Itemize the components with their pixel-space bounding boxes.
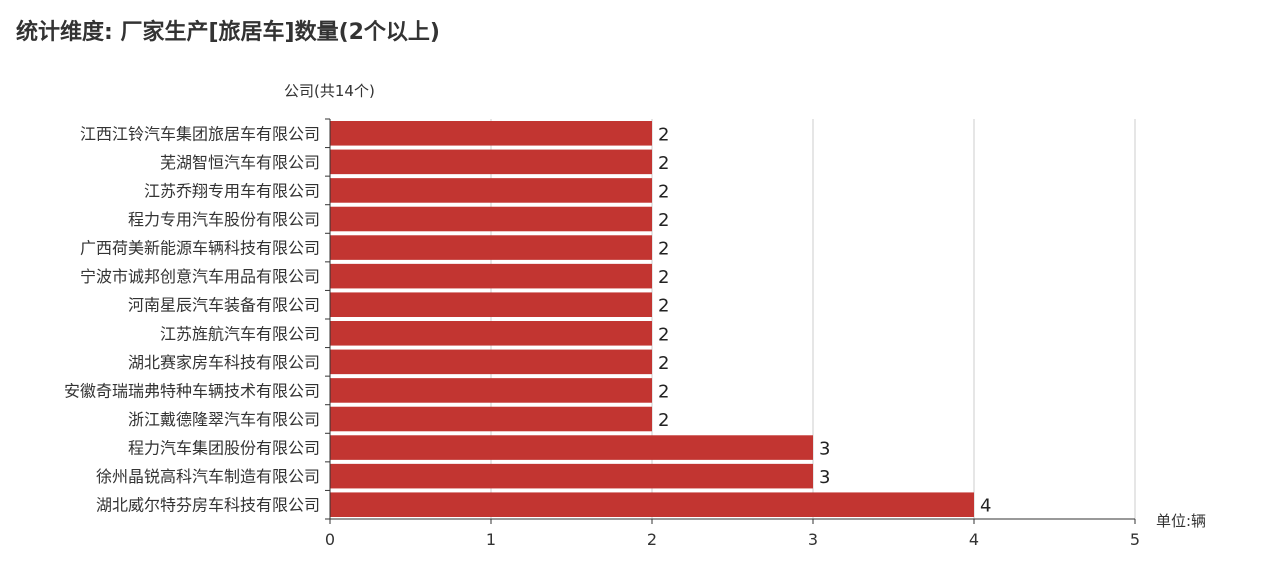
category-label: 江西江铃汽车集团旅居车有限公司 (80, 124, 320, 143)
bar-value-label: 2 (658, 410, 669, 431)
category-label: 江苏乔翔专用车有限公司 (144, 181, 320, 200)
x-axis-title: 单位:辆 (1156, 512, 1206, 530)
bar (330, 206, 652, 232)
category-label: 程力汽车集团股份有限公司 (128, 439, 320, 458)
category-label: 广西荷美新能源车辆科技有限公司 (80, 239, 320, 258)
bar (330, 149, 652, 175)
bar-value-label: 2 (658, 239, 669, 260)
category-label: 湖北威尔特芬房车科技有限公司 (96, 496, 320, 515)
x-tick-label: 1 (486, 530, 496, 549)
category-label: 湖北赛家房车科技有限公司 (128, 353, 320, 372)
bar (330, 378, 652, 403)
bar-value-label: 2 (658, 324, 669, 345)
bar-value-label: 4 (980, 496, 991, 517)
category-label: 程力专用汽车股份有限公司 (128, 210, 320, 229)
category-label: 河南星辰汽车装备有限公司 (128, 296, 320, 315)
x-tick-label: 3 (808, 530, 818, 549)
bar (330, 435, 813, 460)
bar (330, 321, 652, 346)
bar (330, 178, 652, 203)
bar-value-label: 3 (819, 439, 830, 460)
bar (330, 463, 813, 489)
category-label: 江苏旌航汽车有限公司 (160, 324, 320, 343)
bar (330, 406, 652, 432)
bar-value-label: 2 (658, 124, 669, 145)
bar-value-label: 3 (819, 467, 830, 488)
category-label: 徐州晶锐高科汽车制造有限公司 (96, 467, 320, 486)
y-axis-title: 公司(共14个) (284, 82, 375, 100)
bars (330, 121, 974, 517)
bar-value-label: 2 (658, 181, 669, 202)
x-tick-label: 0 (325, 530, 335, 549)
x-tick-label: 5 (1130, 530, 1140, 549)
x-tick-label: 4 (969, 530, 979, 549)
bar (330, 292, 652, 317)
x-tick-label: 2 (647, 530, 657, 549)
bar (330, 349, 652, 375)
chart-title: 统计维度: 厂家生产[旅居车]数量(2个以上) (16, 20, 440, 45)
bar (330, 121, 652, 146)
bar-value-label: 2 (658, 381, 669, 402)
bar-value-label: 2 (658, 153, 669, 174)
bar-value-label: 2 (658, 296, 669, 317)
bar (330, 492, 974, 517)
category-label: 宁波市诚邦创意汽车用品有限公司 (80, 267, 320, 286)
bar (330, 263, 652, 289)
bar (330, 235, 652, 260)
axes (325, 118, 1136, 524)
category-label: 芜湖智恒汽车有限公司 (160, 153, 320, 172)
bar-value-label: 2 (658, 353, 669, 374)
labels: 2 江西江铃汽车集团旅居车有限公司 2 芜湖智恒汽车有限公司 2 江苏乔翔专用车有限公司 2… (64, 124, 1140, 549)
bar-value-label: 2 (658, 267, 669, 288)
bar-value-label: 2 (658, 210, 669, 231)
category-label: 浙江戴德隆翠汽车有限公司 (128, 410, 320, 429)
category-label: 安徽奇瑞瑞弗特种车辆技术有限公司 (64, 381, 320, 400)
